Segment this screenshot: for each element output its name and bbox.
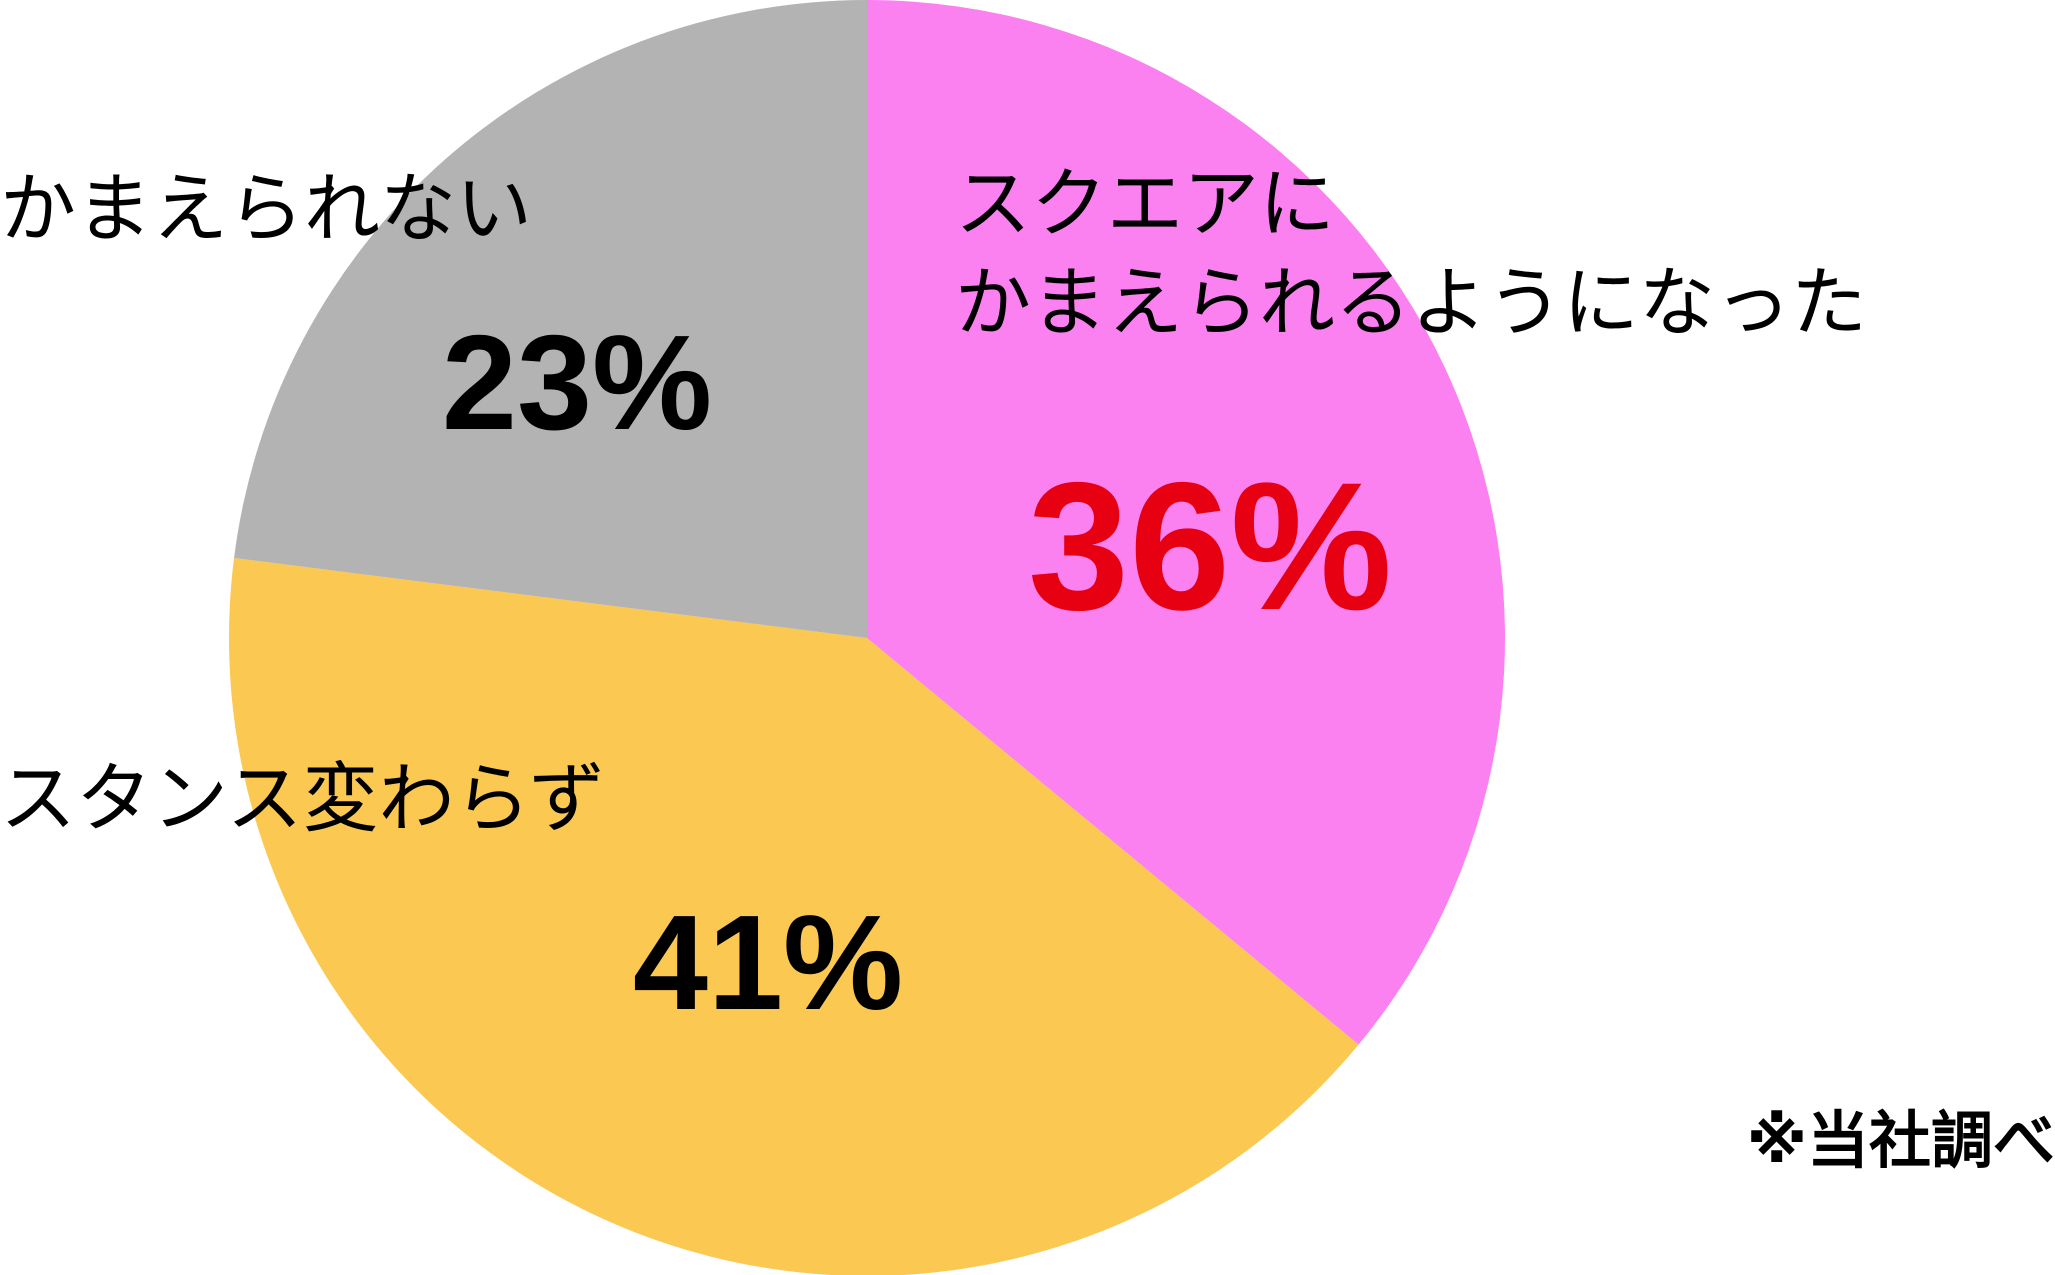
value-label: 41%	[632, 887, 904, 1038]
slice-label: スタンス変わらず	[0, 754, 605, 843]
footnote: ※当社調べ	[1746, 1104, 2055, 1177]
pie-slice	[229, 558, 1359, 1275]
pie-slice	[867, 0, 1505, 1045]
slice-label: かまえられない	[0, 164, 532, 253]
value-label: 23%	[441, 307, 713, 458]
pie-slice	[234, 0, 867, 638]
value-label: 36%	[1027, 444, 1393, 648]
slice-label: スクエアに かまえられるようになった	[955, 159, 1867, 347]
